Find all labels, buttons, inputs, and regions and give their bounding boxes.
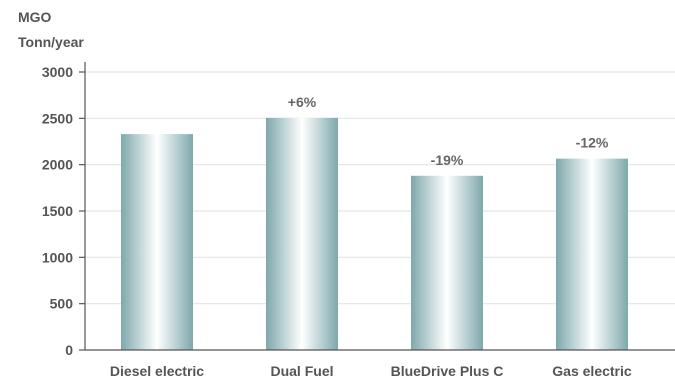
- y-tick-label: 3000: [42, 64, 73, 80]
- y-tick-label: 2500: [42, 110, 73, 126]
- y-axis-label-line-2: Tonn/year: [18, 34, 84, 50]
- bar-annotations: +6% -19% -12%: [288, 94, 609, 168]
- y-axis-label-line-1: MGO: [18, 9, 52, 25]
- bar: [121, 134, 193, 350]
- y-tick-label: 2000: [42, 157, 73, 173]
- x-category-label: Gas electric: [552, 363, 632, 379]
- y-tick-label: 0: [65, 342, 73, 358]
- bar: [266, 117, 338, 351]
- y-tick-label: 1500: [42, 203, 73, 219]
- x-axis-categories: Diesel electric Dual Fuel BlueDrive Plus C…: [110, 363, 632, 379]
- y-tick-label: 1000: [42, 249, 73, 265]
- bar-annotation: -19%: [431, 152, 464, 168]
- y-axis-ticks: 0 500 1000 1500 2000 2500 3000: [42, 64, 85, 358]
- x-category-label: Diesel electric: [110, 363, 204, 379]
- bar: [556, 158, 628, 350]
- bars: [121, 117, 628, 351]
- bar-annotation: -12%: [576, 135, 609, 151]
- x-category-label: Dual Fuel: [270, 363, 333, 379]
- y-tick-label: 500: [50, 296, 74, 312]
- bar-annotation: +6%: [288, 94, 317, 110]
- bar: [411, 175, 483, 350]
- x-category-label: BlueDrive Plus C: [391, 363, 504, 379]
